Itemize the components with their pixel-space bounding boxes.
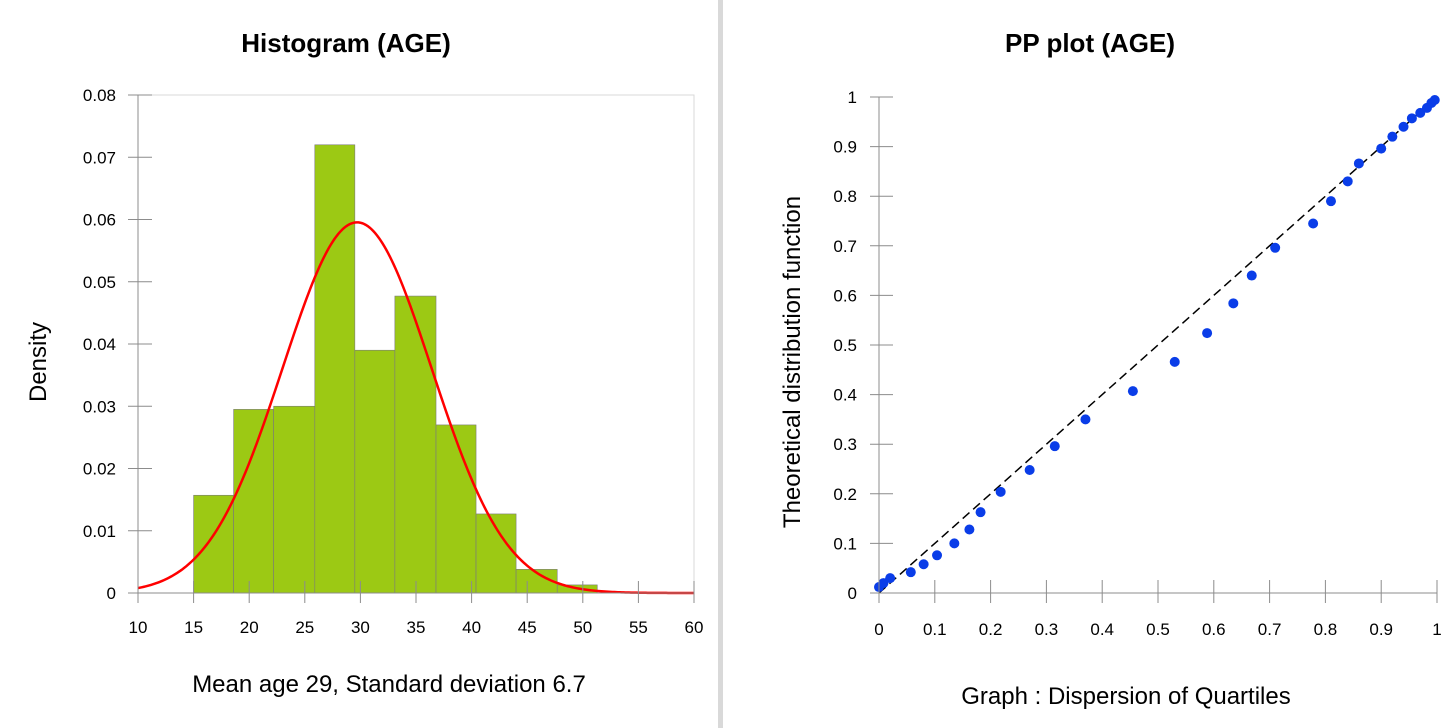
pp-plot-y-tick-label: 0.4 xyxy=(833,386,857,405)
pp-plot-point xyxy=(1270,242,1281,253)
histogram-x-tick-label: 25 xyxy=(295,618,314,637)
histogram-y-tick-label: 0.04 xyxy=(83,335,116,354)
histogram-y-tick-label: 0.06 xyxy=(83,211,116,230)
histogram-bar xyxy=(273,405,316,594)
histogram-bar xyxy=(394,295,437,594)
pp-plot-point xyxy=(1376,143,1387,154)
histogram-x-tick-label: 10 xyxy=(129,618,148,637)
pp-plot-point xyxy=(1024,464,1035,475)
pp-plot-x-tick-label: 1 xyxy=(1432,620,1441,639)
histogram-y-tick-label: 0.08 xyxy=(83,86,116,105)
pp-plot-point xyxy=(1342,176,1353,187)
histogram-normal-curve xyxy=(137,221,695,595)
pp-plot-point xyxy=(1246,270,1257,281)
pp-plot-point xyxy=(932,550,943,561)
pp-plot-y-tick-label: 1 xyxy=(848,88,857,107)
histogram-x-tick-label: 45 xyxy=(518,618,537,637)
pp-plot-x-tick-label: 0.5 xyxy=(1146,620,1170,639)
histogram-x-tick-label: 30 xyxy=(351,618,370,637)
pp-plot-point xyxy=(1325,196,1336,207)
histogram-y-tick-label: 0.07 xyxy=(83,148,116,167)
pp-plot-x-tick-label: 0.3 xyxy=(1035,620,1059,639)
histogram-x-tick-label: 55 xyxy=(629,618,648,637)
pp-plot-x-tick-label: 0.9 xyxy=(1369,620,1393,639)
histogram-x-tick-label: 60 xyxy=(685,618,704,637)
histogram-y-tick-label: 0.03 xyxy=(83,397,116,416)
pp-plot-point xyxy=(1127,386,1138,397)
pp-plot-x-tick-label: 0.1 xyxy=(923,620,947,639)
histogram-y-tick-label: 0.05 xyxy=(83,273,116,292)
histogram-x-tick-label: 35 xyxy=(407,618,426,637)
histogram-bar xyxy=(314,144,356,594)
histogram-y-tick-label: 0 xyxy=(107,584,116,603)
histogram-x-tick-label: 40 xyxy=(462,618,481,637)
pp-plot-point xyxy=(975,507,986,518)
histogram-y-tick-label: 0.02 xyxy=(83,460,116,479)
pp-plot-point xyxy=(1387,131,1398,142)
histogram-bars xyxy=(193,144,598,594)
pp-plot-x-tick-label: 0.8 xyxy=(1314,620,1338,639)
pp-plot-x-tick-label: 0.4 xyxy=(1090,620,1114,639)
histogram-x-tick-label: 50 xyxy=(573,618,592,637)
pp-plot-x-tick-label: 0.7 xyxy=(1258,620,1282,639)
pp-plot-y-tick-label: 0.2 xyxy=(833,485,857,504)
histogram-bar xyxy=(233,409,274,594)
pp-plot-y-tick-label: 0.1 xyxy=(833,534,857,553)
histogram-y-axis-label: Density xyxy=(25,322,52,402)
pp-plot-point xyxy=(949,538,960,549)
pp-plot-point xyxy=(1169,356,1180,367)
histogram-x-tick-label: 20 xyxy=(240,618,259,637)
pp-plot-point xyxy=(964,524,975,535)
panel-divider xyxy=(718,0,723,728)
histogram-axes: 0 0.01 0.02 0.03 0.04 0.05 0.06 0.07 0.08 10 15 20 2… xyxy=(83,86,704,637)
histogram-caption: Mean age 29, Standard deviation 6.7 xyxy=(192,671,586,698)
pp-plot-point xyxy=(918,559,929,570)
pp-plot-x-tick-label: 0.6 xyxy=(1202,620,1226,639)
pp-plot-y-tick-label: 0.5 xyxy=(833,336,857,355)
histogram-y-tick-label: 0.01 xyxy=(83,522,116,541)
histogram-title: Histogram (AGE) xyxy=(241,28,450,58)
pp-plot-point xyxy=(1049,441,1060,452)
histogram-bar xyxy=(354,349,396,594)
pp-plot-point xyxy=(905,567,916,578)
pp-plot-points xyxy=(874,94,1440,593)
pp-plot-y-tick-label: 0.9 xyxy=(833,138,857,157)
pp-plot-y-tick-label: 0.8 xyxy=(833,187,857,206)
pp-plot-point xyxy=(1228,298,1239,309)
pp-plot-point xyxy=(1353,158,1364,169)
pp-plot-point xyxy=(1398,121,1409,132)
pp-plot-x-tick-label: 0.2 xyxy=(979,620,1003,639)
pp-plot-y-tick-label: 0 xyxy=(848,584,857,603)
pp-plot-point xyxy=(1308,218,1319,229)
pp-plot-point xyxy=(1406,113,1417,124)
pp-plot-point xyxy=(885,573,896,584)
pp-plot-y-tick-label: 0.3 xyxy=(833,435,857,454)
pp-plot-point xyxy=(1080,414,1091,425)
pp-plot-panel: PP plot (AGE) 00.10.20.30.40.50.60.70.80… xyxy=(779,28,1442,710)
histogram-bar xyxy=(435,424,477,594)
histogram-panel: Histogram (AGE) 0 0.01 0.02 0.03 0.04 0.05 0.0… xyxy=(25,28,703,698)
pp-plot-point xyxy=(1429,94,1440,105)
pp-plot-y-tick-label: 0.7 xyxy=(833,237,857,256)
pp-plot-caption: Graph : Dispersion of Quartiles xyxy=(961,683,1290,710)
pp-plot-point xyxy=(1202,328,1213,339)
pp-plot-x-tick-label: 0 xyxy=(874,620,883,639)
pp-plot-y-tick-label: 0.6 xyxy=(833,286,857,305)
histogram-x-tick-label: 15 xyxy=(184,618,203,637)
pp-plot-y-axis-label: Theoretical distribution function xyxy=(779,196,806,528)
pp-plot-reference-line xyxy=(878,96,1438,594)
pp-plot-point xyxy=(995,486,1006,497)
pp-plot-axes: 0 0.1 0.2 0.3 0.4 0.5 0.6 0.7 0.8 0.9 1 0 0.1 0.2 0.3 0… xyxy=(833,88,1441,639)
pp-plot-title: PP plot (AGE) xyxy=(1005,28,1175,58)
